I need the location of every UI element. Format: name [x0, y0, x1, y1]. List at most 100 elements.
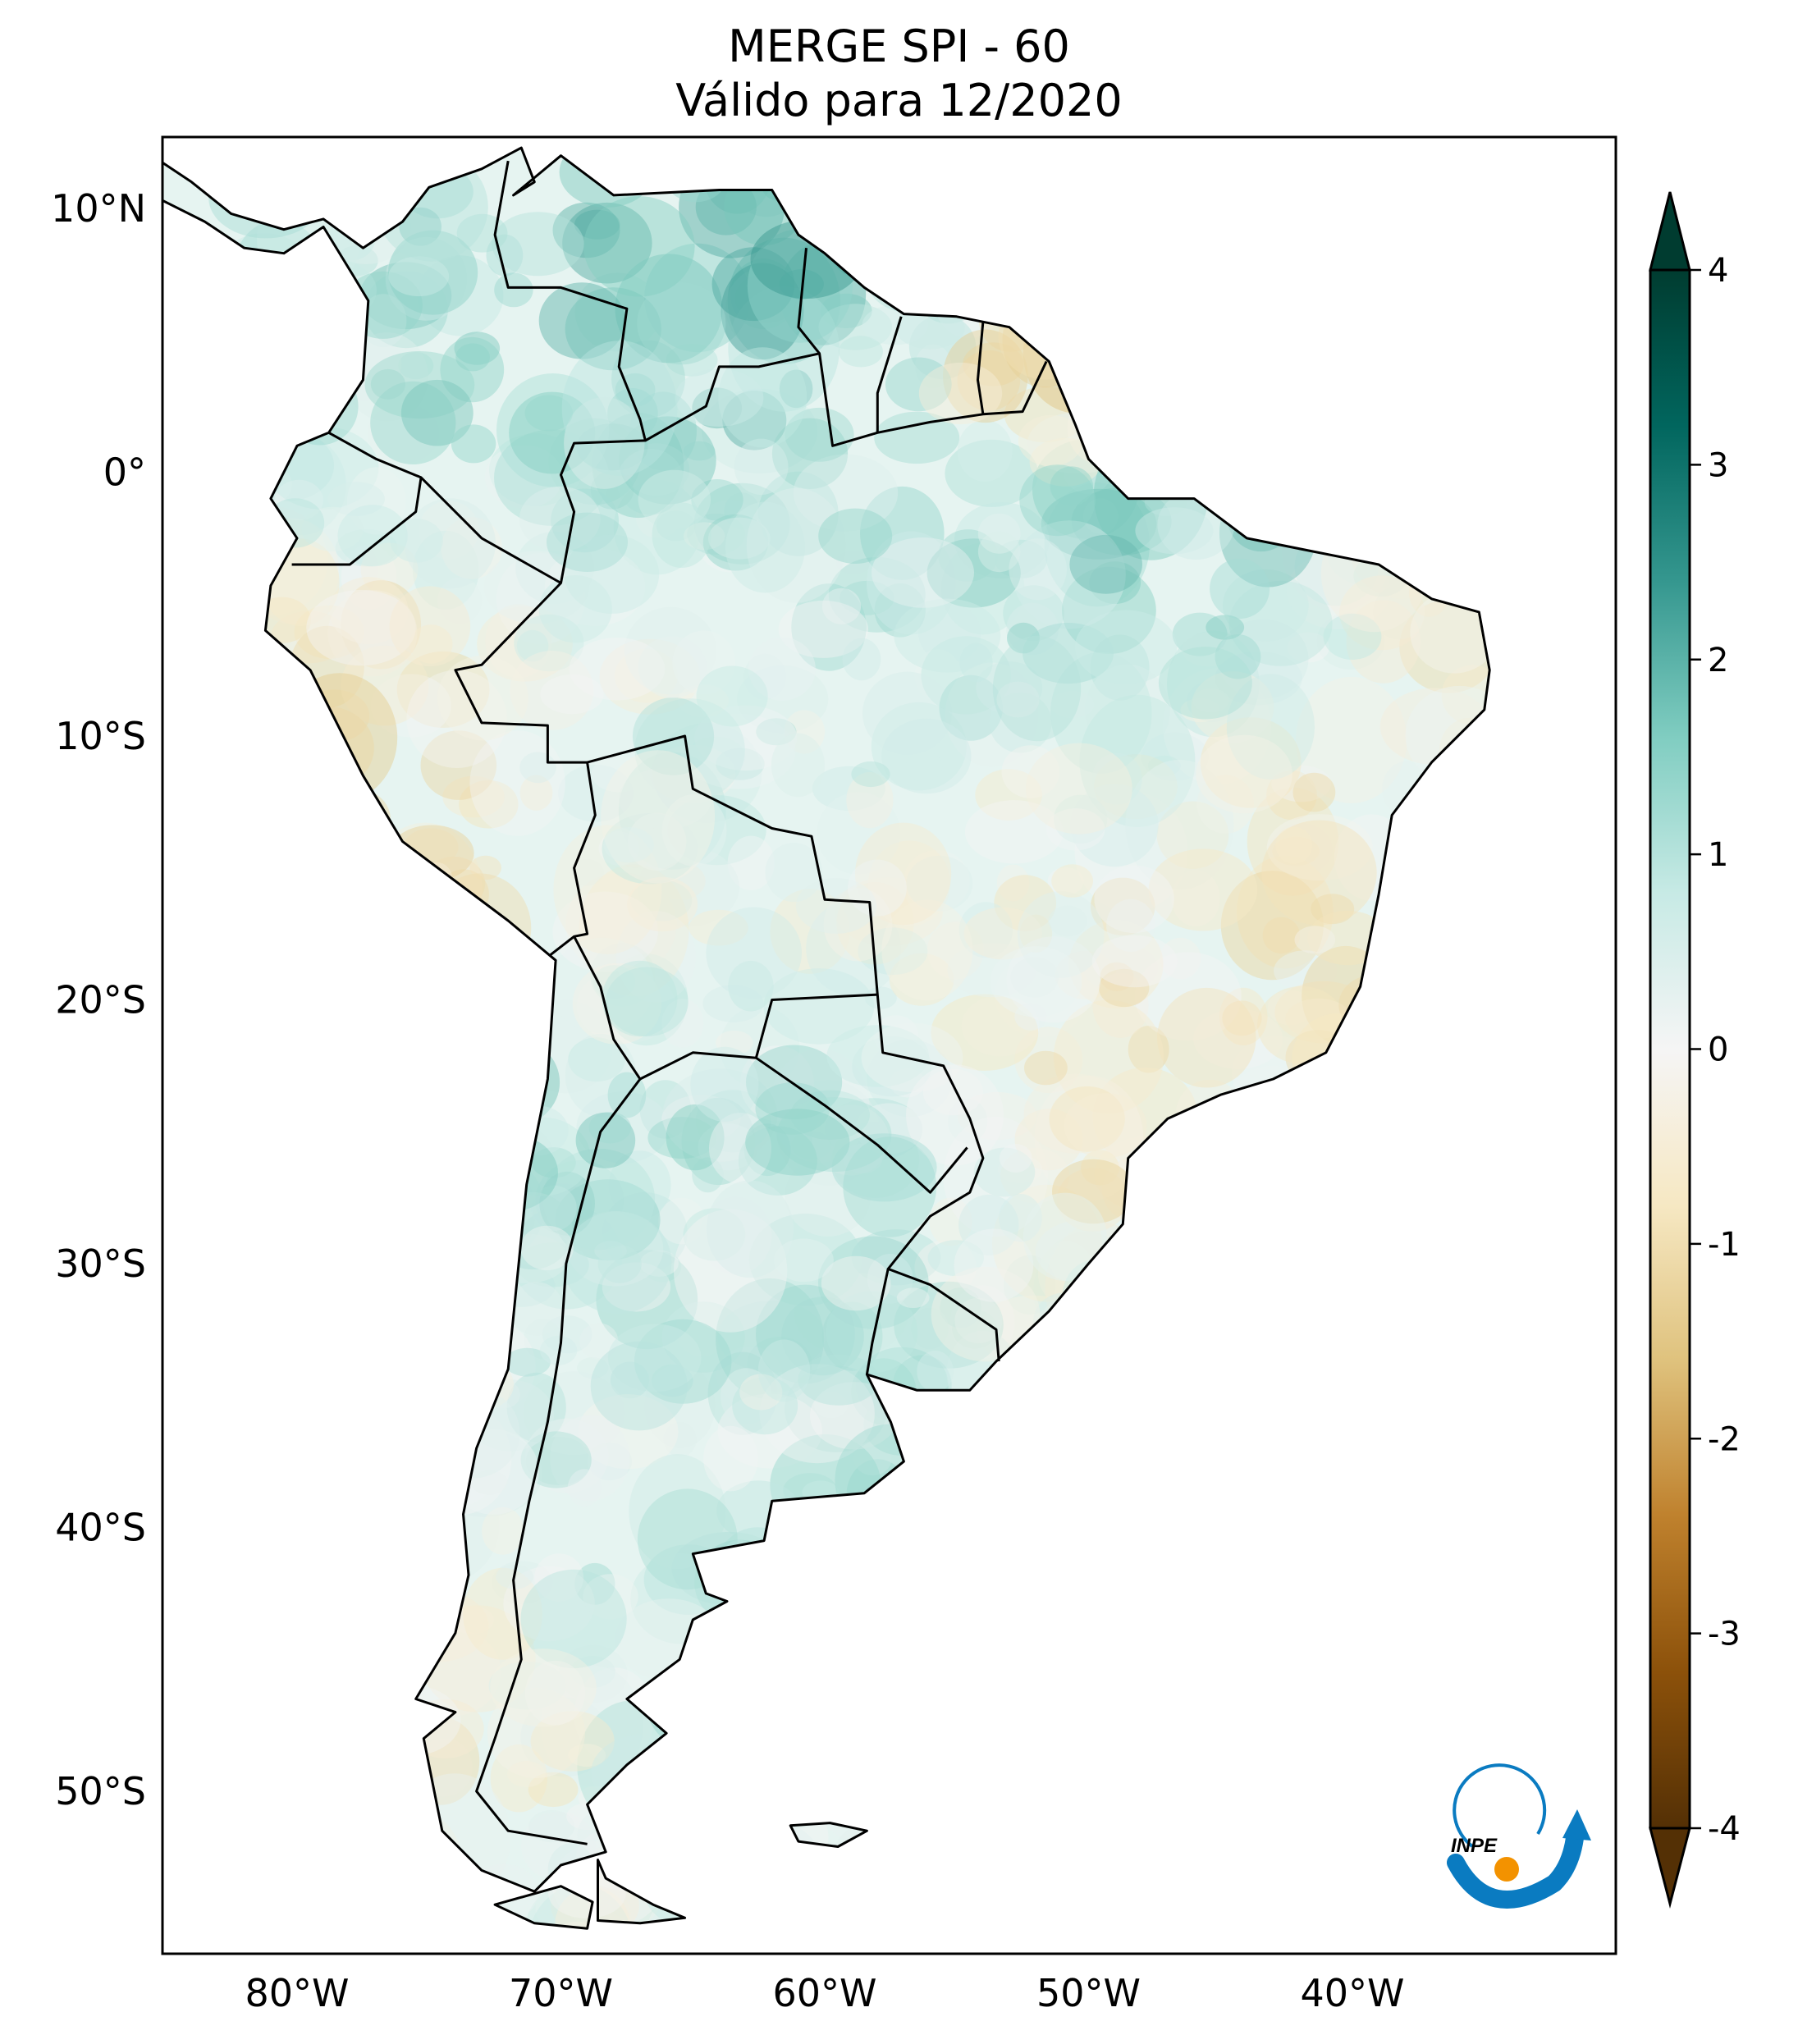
spi-cell	[1158, 647, 1252, 720]
spi-cell	[989, 693, 1052, 753]
spi-cell	[973, 1147, 1036, 1197]
spi-cell	[931, 1266, 1041, 1362]
spi-cell	[300, 1093, 334, 1118]
spi-cell	[552, 202, 620, 258]
spi-cell	[986, 1432, 1051, 1475]
spi-cell	[825, 1098, 923, 1161]
lon-tick-label: 50°W	[1036, 1971, 1141, 2015]
spi-cell	[1018, 222, 1120, 336]
spi-cell	[639, 1250, 679, 1277]
spi-cell	[1192, 160, 1266, 240]
spi-cell	[1447, 1572, 1485, 1617]
spi-cell	[1344, 1822, 1428, 1884]
spi-cell	[425, 940, 468, 969]
spi-cell	[458, 1127, 525, 1205]
spi-cell	[1094, 1580, 1143, 1625]
spi-cell	[638, 469, 711, 530]
spi-cell	[230, 1470, 323, 1575]
spi-cell	[344, 1540, 395, 1590]
spi-cell	[702, 514, 769, 571]
spi-cell	[227, 1115, 268, 1155]
spi-cell	[945, 662, 1039, 767]
spi-cell	[1082, 1611, 1116, 1642]
spi-cell	[1045, 808, 1105, 851]
spi-cell	[694, 1891, 771, 1929]
spi-cell	[1272, 836, 1320, 867]
spi-cell	[1133, 198, 1168, 229]
spi-cell	[496, 373, 610, 487]
spi-cell	[349, 1597, 419, 1653]
spi-cell	[262, 1345, 361, 1444]
spi-cell	[1084, 1900, 1128, 1929]
spi-cell	[1285, 1731, 1346, 1790]
spi-cell	[918, 603, 981, 663]
spi-cell	[1248, 1301, 1311, 1369]
spi-cell	[1267, 990, 1313, 1026]
spi-cell	[1308, 482, 1354, 512]
spi-cell	[1196, 775, 1254, 834]
spi-cell	[1207, 403, 1247, 445]
colorbar-tick-label: 0	[1708, 1031, 1728, 1069]
spi-cell	[1391, 1045, 1442, 1092]
spi-cell	[1192, 688, 1229, 713]
colorbar-min-extension	[1649, 1827, 1691, 1909]
spi-cell	[1279, 1194, 1333, 1236]
spi-cell	[748, 1214, 862, 1306]
spi-cell	[1326, 1648, 1389, 1722]
spi-cell	[874, 583, 926, 638]
spi-cell	[1019, 914, 1053, 953]
spi-cell	[675, 368, 764, 427]
spi-cell	[746, 487, 846, 603]
spi-cell	[1104, 1281, 1156, 1325]
spi-cell	[1398, 1750, 1439, 1793]
spi-cell	[568, 1037, 625, 1082]
spi-cell	[1215, 1065, 1329, 1200]
spi-cell	[1411, 243, 1458, 281]
spi-cell	[1292, 1841, 1389, 1906]
spi-cell	[717, 1301, 826, 1373]
spi-cell	[1156, 801, 1229, 869]
spi-cell	[389, 825, 474, 881]
spi-cell	[695, 1090, 771, 1153]
spi-cell	[254, 149, 300, 178]
spi-cell	[452, 1182, 513, 1235]
spi-cell	[838, 336, 883, 368]
spi-cell	[990, 946, 1082, 1017]
spi-cell	[1068, 920, 1164, 1008]
spi-cell	[456, 213, 508, 253]
spi-cell	[1432, 167, 1490, 238]
spi-cell	[370, 1099, 458, 1155]
spi-cell	[405, 498, 496, 589]
lon-tick-label: 70°W	[509, 1971, 613, 2015]
spi-cell	[596, 1250, 698, 1350]
spi-cell	[1377, 176, 1452, 223]
spi-cell	[1117, 1417, 1229, 1536]
spi-cell	[963, 907, 1043, 960]
spi-cell	[1070, 784, 1159, 867]
spi-cell	[526, 1884, 634, 1929]
spi-cell	[1109, 1825, 1191, 1913]
spi-cell	[1323, 256, 1405, 309]
spi-cell	[1184, 322, 1279, 423]
spi-cell	[943, 1693, 1038, 1788]
spi-cell	[629, 1454, 726, 1570]
spi-cell	[852, 1036, 931, 1097]
spi-cell	[411, 1917, 464, 1929]
spi-cell	[1051, 864, 1093, 898]
spi-cell	[992, 1579, 1100, 1673]
spi-cell	[359, 262, 452, 330]
spi-cell	[503, 1566, 595, 1642]
spi-cell	[1055, 951, 1117, 999]
spi-cell	[790, 1090, 870, 1141]
spi-cell	[899, 1719, 952, 1776]
spi-cell	[1408, 1162, 1457, 1198]
spi-cell	[1206, 1330, 1242, 1355]
border-line	[755, 1056, 968, 1194]
spi-cell	[1440, 1716, 1490, 1790]
spi-cell	[706, 1674, 814, 1770]
spi-cell	[1155, 229, 1216, 272]
spi-cell	[785, 407, 854, 462]
spi-cell	[904, 1406, 991, 1471]
spi-cell	[1191, 671, 1274, 743]
spi-cell	[632, 697, 715, 775]
